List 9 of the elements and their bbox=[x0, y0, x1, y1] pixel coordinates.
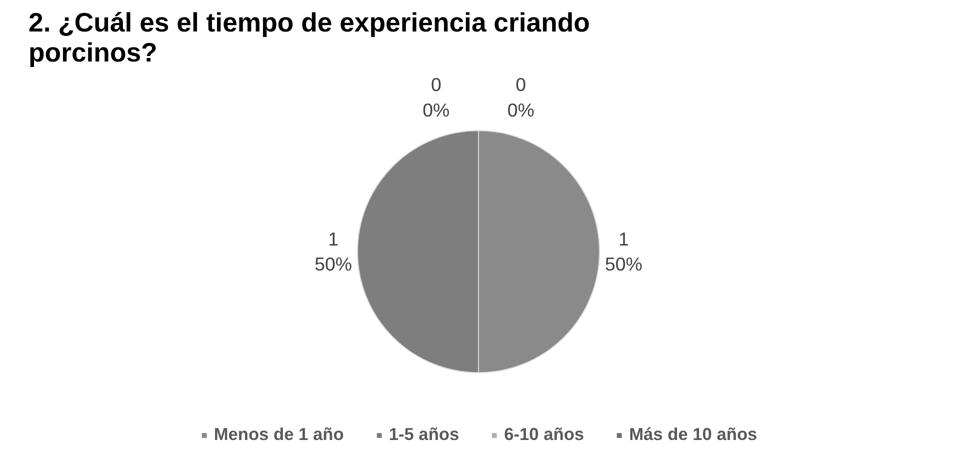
legend-label: Menos de 1 año bbox=[214, 424, 344, 445]
chart-title: 2. ¿Cuál es el tiempo de experiencia criando porcinos? bbox=[28, 8, 590, 68]
data-label: 1 50% bbox=[604, 228, 642, 275]
data-label: 1 50% bbox=[314, 228, 352, 275]
text: 0 0% bbox=[507, 74, 534, 120]
legend-label: 6-10 años bbox=[504, 424, 584, 445]
legend-label: Más de 10 años bbox=[629, 424, 758, 445]
text: 0 0% bbox=[422, 74, 450, 120]
legend-label: 1-5 años bbox=[388, 424, 460, 445]
